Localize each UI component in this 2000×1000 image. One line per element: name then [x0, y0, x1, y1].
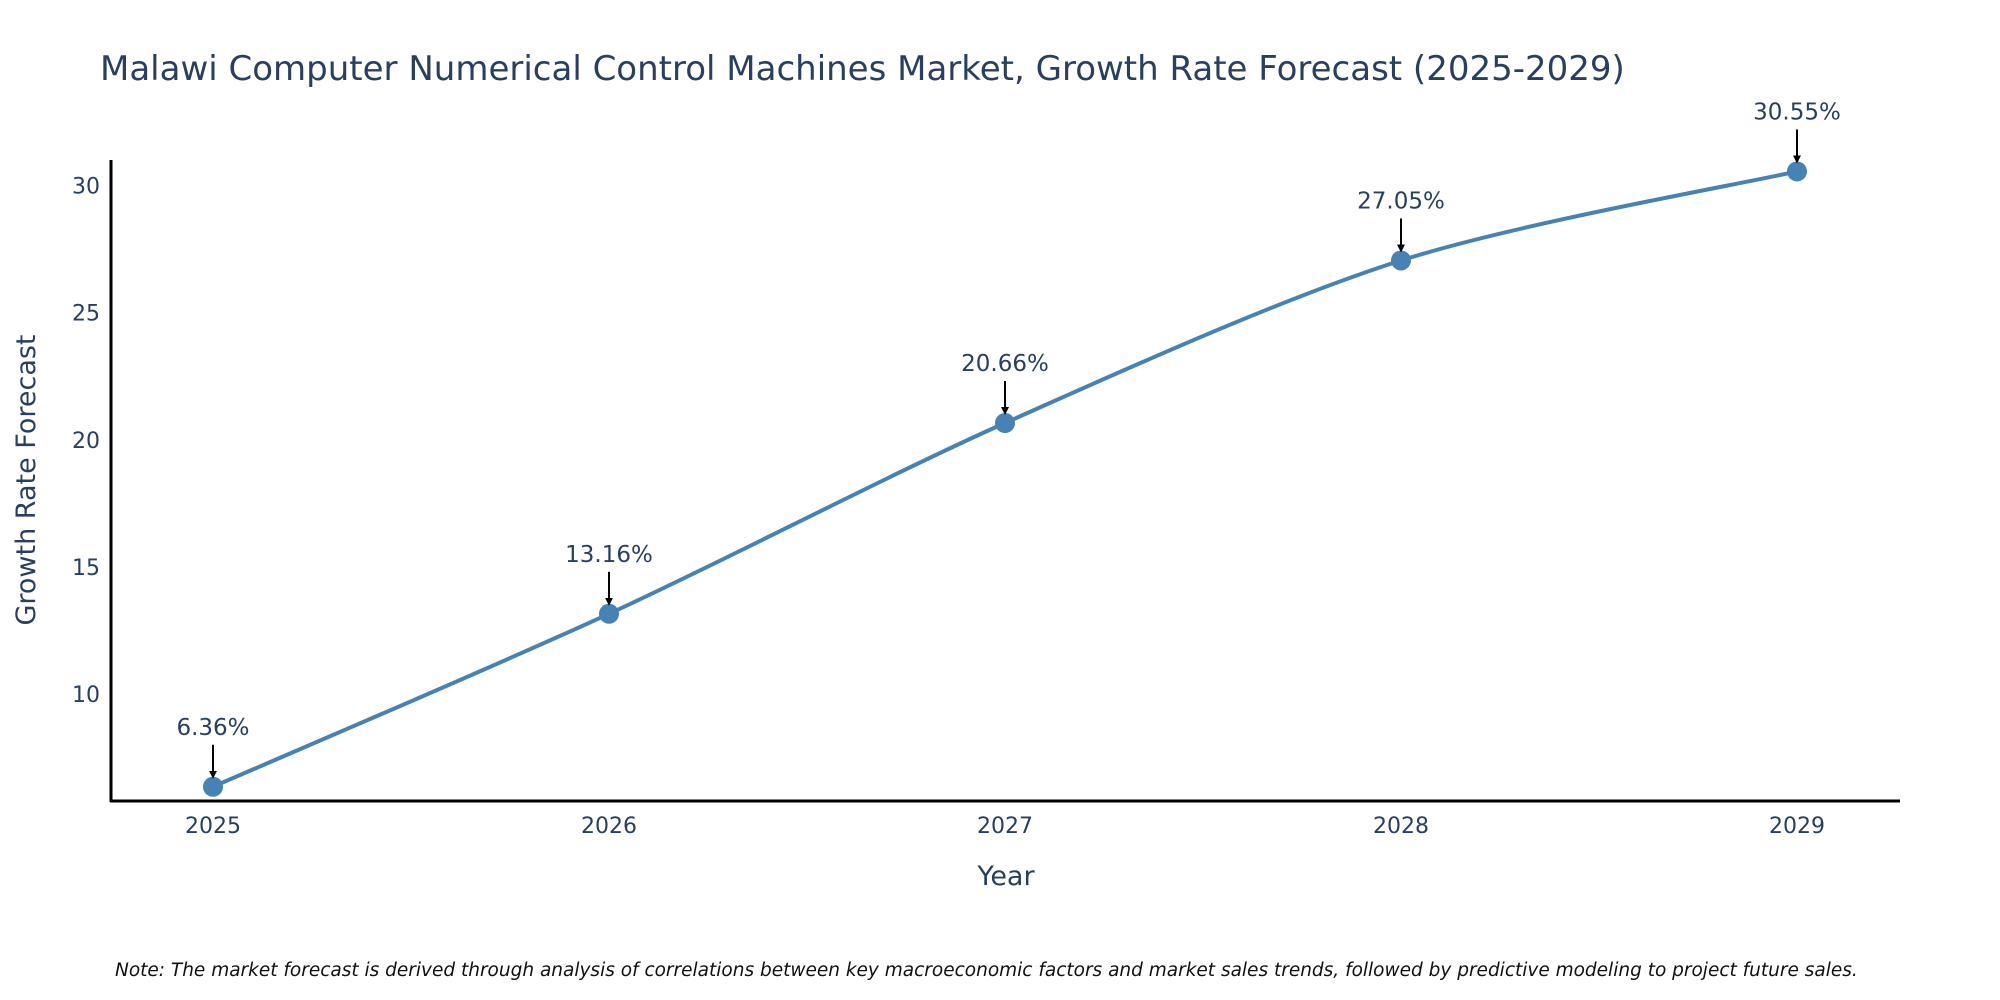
x-tick-label: 2029	[1769, 814, 1825, 839]
data-point	[599, 603, 619, 624]
y-axis-ticks: 10 15 20 25 30	[72, 174, 100, 708]
y-tick-label: 30	[72, 174, 100, 199]
series-line	[212, 169, 1798, 789]
footnote: Note: The market forecast is derived thr…	[115, 960, 1858, 981]
data-annotations: 6.36% 13.16% 20.66% 27.05% 30.55%	[176, 99, 1841, 779]
data-label: 6.36%	[176, 715, 249, 741]
data-label: 13.16%	[565, 542, 653, 568]
y-axis-title: Growth Rate Forecast	[11, 334, 42, 625]
data-points	[203, 161, 1807, 797]
chart-title: Malawi Computer Numerical Control Machin…	[100, 49, 1625, 89]
data-point	[203, 776, 223, 797]
data-point	[1787, 161, 1807, 182]
data-point	[1391, 250, 1411, 271]
x-tick-label: 2025	[185, 814, 241, 839]
x-tick-label: 2028	[1373, 814, 1429, 839]
data-point	[995, 413, 1015, 434]
data-label: 27.05%	[1357, 188, 1445, 214]
x-axis-title: Year	[976, 861, 1035, 892]
y-tick-label: 15	[72, 556, 100, 581]
x-tick-label: 2026	[581, 814, 637, 839]
y-tick-label: 10	[72, 683, 100, 708]
data-label: 20.66%	[961, 351, 1049, 377]
x-axis-ticks: 2025 2026 2027 2028 2029	[185, 814, 1825, 839]
x-tick-label: 2027	[977, 814, 1033, 839]
y-tick-label: 25	[72, 302, 100, 327]
y-tick-label: 20	[72, 429, 100, 454]
data-label: 30.55%	[1753, 99, 1841, 125]
